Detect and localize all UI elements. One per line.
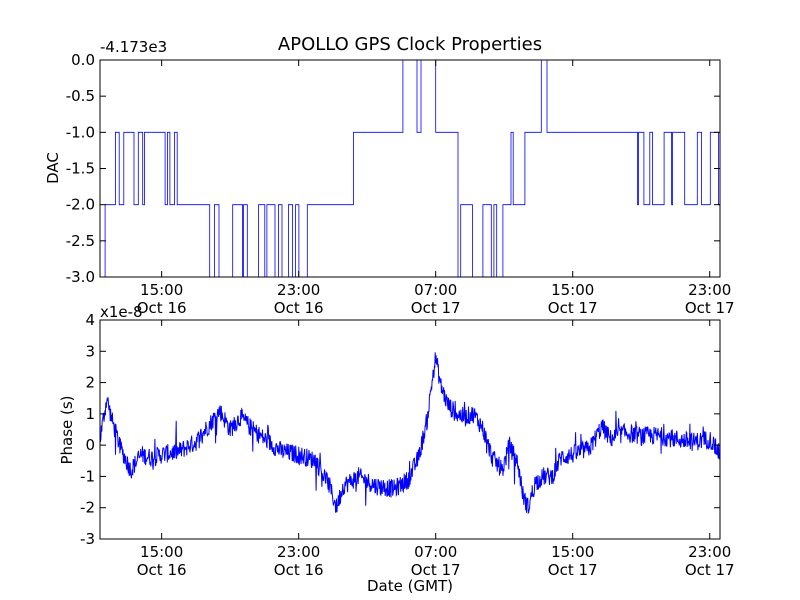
x-tick-date-label: Oct 17 xyxy=(548,561,598,579)
phase-axes-frame xyxy=(99,319,721,540)
x-tick-date-label: Oct 16 xyxy=(274,299,324,317)
x-tick-time-label: 23:00 xyxy=(688,281,731,299)
x-tick-date-label: Oct 17 xyxy=(411,299,461,317)
x-tick-time-label: 23:00 xyxy=(277,543,320,561)
y-tick-label: -1 xyxy=(80,467,95,485)
dac-y-axis-label: DAC xyxy=(44,152,62,184)
dac-line xyxy=(99,59,720,278)
phase-offset-text: x1e-8 xyxy=(100,303,143,321)
x-tick-time-label: 15:00 xyxy=(140,543,183,561)
x-tick-time-label: 23:00 xyxy=(688,543,731,561)
y-tick-label: -2.0 xyxy=(66,196,95,214)
y-tick-label: 3 xyxy=(85,342,95,360)
x-tick-date-label: Oct 17 xyxy=(685,561,735,579)
y-tick-label: 4 xyxy=(85,311,95,329)
dac-series xyxy=(99,59,720,278)
y-tick-label: -1.5 xyxy=(66,160,95,178)
y-tick-label: 0.0 xyxy=(71,51,95,69)
x-tick-time-label: 23:00 xyxy=(277,281,320,299)
x-tick-time-label: 15:00 xyxy=(551,281,594,299)
x-tick-date-label: Oct 17 xyxy=(411,561,461,579)
phase-series xyxy=(99,352,721,515)
x-tick-date-label: Oct 16 xyxy=(137,299,187,317)
dac-offset-text: -4.173e3 xyxy=(100,38,167,56)
x-tick-time-label: 07:00 xyxy=(414,281,457,299)
x-tick-date-label: Oct 17 xyxy=(548,299,598,317)
x-tick-date-label: Oct 16 xyxy=(137,561,187,579)
phase-y-axis-label: Phase (s) xyxy=(58,395,76,464)
y-tick-label: -0.5 xyxy=(66,87,95,105)
y-tick-label: 0 xyxy=(85,436,95,454)
y-tick-label: -3.0 xyxy=(66,268,95,286)
y-tick-label: 1 xyxy=(85,405,95,423)
y-tick-label: -2 xyxy=(80,499,95,517)
phase-line xyxy=(99,352,721,515)
phase-x-axis-label: Date (GMT) xyxy=(367,577,453,595)
x-tick-time-label: 07:00 xyxy=(414,543,457,561)
x-tick-date-label: Oct 16 xyxy=(274,561,324,579)
chart-title: APOLLO GPS Clock Properties xyxy=(278,34,542,55)
x-tick-time-label: 15:00 xyxy=(551,543,594,561)
dac-panel: -4.173e3 DAC 0.0 -0.5 -1.0 -1.5 -2.0 -2.5 -3.0… xyxy=(44,38,735,317)
y-tick-label: -1.0 xyxy=(66,123,95,141)
y-tick-label: -2.5 xyxy=(66,232,95,250)
x-tick-time-label: 15:00 xyxy=(140,281,183,299)
dac-axes-frame xyxy=(99,59,721,278)
y-tick-label: -3 xyxy=(80,530,95,548)
y-tick-label: 2 xyxy=(85,374,95,392)
x-tick-date-label: Oct 17 xyxy=(685,299,735,317)
